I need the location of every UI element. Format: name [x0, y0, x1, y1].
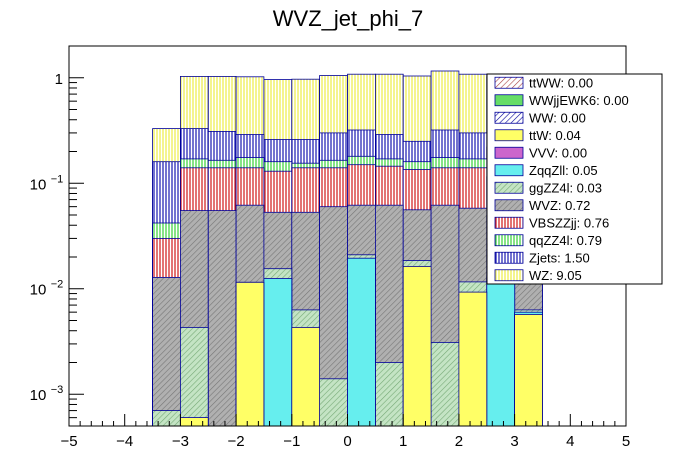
legend-swatch-ggzz4l	[494, 181, 524, 194]
legend-label-qqzz4l: qqZZ4l: 0.79	[529, 233, 602, 248]
chart-title: WVZ_jet_phi_7	[273, 6, 423, 31]
bar-ttw-bin-13	[514, 314, 543, 427]
legend-label-zjets: Zjets: 1.50	[529, 250, 590, 265]
x-tick-label: −3	[172, 433, 189, 450]
bar-ttw-bin-1	[179, 417, 209, 427]
legend-label-vvv: VVV: 0.00	[529, 145, 587, 160]
legend-label-wvz: WVZ: 0.72	[529, 198, 590, 213]
legend-label-vbszzjj: VBSZZjj: 0.76	[529, 215, 609, 230]
x-tick-label: 1	[399, 433, 407, 450]
x-tick-label: −2	[228, 433, 245, 450]
legend-label-ggzz4l: ggZZ4l: 0.03	[529, 180, 602, 195]
legend-swatch-vvv	[494, 146, 524, 159]
bar-ttw-bin-5	[291, 326, 320, 427]
legend-label-ttw: ttW: 0.04	[529, 128, 581, 143]
legend-swatch-ttw	[494, 129, 524, 142]
legend-swatch-ttww	[494, 76, 524, 89]
bar-zqqzll-bin-12	[486, 278, 516, 427]
x-tick-label: −4	[116, 433, 133, 450]
legend-label-ww: WW: 0.00	[529, 110, 586, 125]
bar-ttw-bin-9	[402, 265, 432, 427]
legend-swatch-qqzz4l	[494, 234, 524, 247]
y-tick-label-exponent: −3	[51, 384, 64, 396]
legend-swatch-zjets	[494, 251, 524, 264]
x-tick-label: −1	[283, 433, 300, 450]
bar-ggzz4l-bin-8	[374, 362, 404, 427]
bar-ggzz4l-bin-6	[319, 378, 348, 427]
legend-label-wz: WZ: 9.05	[529, 268, 582, 283]
y-tick-label-base: 10	[30, 387, 47, 404]
legend-swatch-zqqzll	[494, 164, 524, 177]
legend-swatch-wz	[494, 269, 524, 282]
x-axis: −5 −4 −3 −2 −1 0 1 2 3 4 5	[60, 414, 630, 450]
bar-wvz-bin-0	[152, 276, 181, 427]
y-tick-label-exponent: −2	[51, 279, 64, 291]
histogram-bars	[152, 70, 543, 427]
y-tick-label-exponent: −1	[51, 173, 64, 185]
y-tick-label-base: 10	[30, 176, 47, 193]
bar-zqqzll-bin-4	[263, 278, 293, 427]
legend-swatch-wvz	[494, 199, 524, 212]
bar-zqqzll-bin-7	[347, 257, 376, 427]
x-tick-label: 5	[622, 433, 630, 450]
x-tick-label: −5	[60, 433, 77, 450]
legend-swatch-ww	[494, 111, 524, 124]
legend-label-zqqzll: ZqqZll: 0.05	[529, 163, 598, 178]
legend: ttWW: 0.00 WWjjEWK6: 0.00 WW: 0.00 ttW: 0.0…	[486, 73, 663, 285]
y-axis: 10 −3 10 −2 10 −1 1	[30, 45, 84, 427]
bar-ttw-bin-3	[235, 281, 265, 427]
x-tick-label: 3	[510, 433, 518, 450]
bar-ggzz4l-bin-0	[152, 410, 181, 427]
legend-label-wwjjewk6: WWjjEWK6: 0.00	[529, 93, 629, 108]
legend-swatch-wwjjewk6	[494, 94, 524, 107]
y-tick-label-base: 10	[30, 282, 47, 299]
x-tick-label: 2	[455, 433, 463, 450]
bar-ggzz4l-bin-10	[430, 341, 460, 427]
y-tick-label: 1	[55, 71, 63, 88]
legend-box	[486, 73, 663, 285]
bar-wvz-bin-2	[207, 210, 237, 427]
x-tick-label: 0	[343, 433, 351, 450]
bar-ggzz4l-bin-1	[179, 326, 209, 427]
legend-label-ttww: ttWW: 0.00	[529, 75, 593, 90]
x-tick-label: 4	[566, 433, 574, 450]
bar-ttw-bin-11	[458, 291, 488, 427]
legend-swatch-vbszzjj	[494, 216, 524, 229]
